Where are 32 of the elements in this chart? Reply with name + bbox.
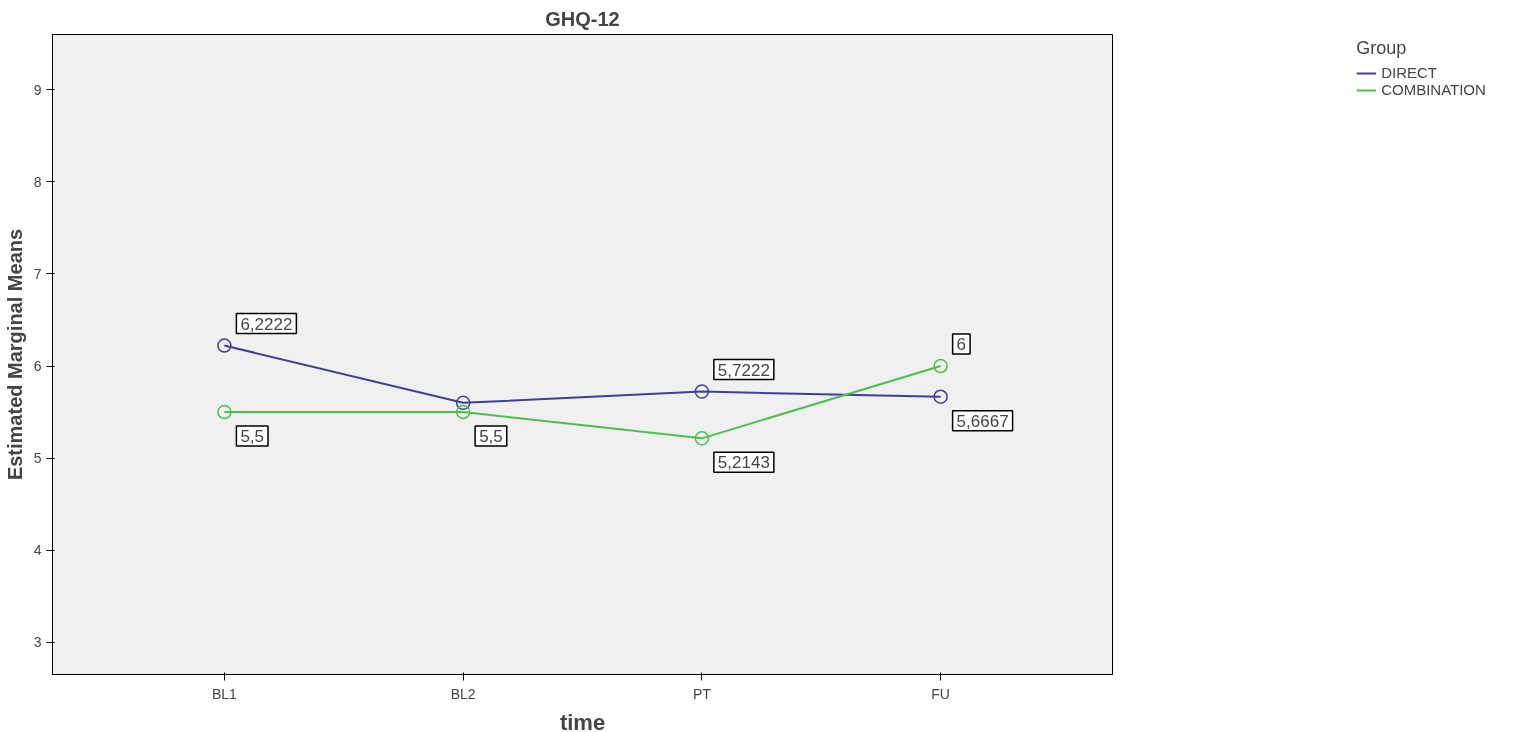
data-label: 6,2222: [240, 314, 293, 334]
point: [933, 389, 948, 404]
point: [455, 395, 471, 411]
y-tick-label: 6: [33, 358, 42, 375]
x-axis-title: time: [559, 709, 606, 732]
legend-title: Group: [1356, 38, 1408, 59]
point: [694, 431, 710, 446]
data-label: 5,6667: [956, 411, 1009, 431]
point: [217, 404, 232, 420]
y-tick-label: 4: [33, 542, 42, 559]
y-axis-title: Estimated Marginal Means: [3, 228, 26, 481]
data-label: 5,5: [240, 427, 265, 447]
y-tick-label: 8: [33, 173, 42, 190]
legend-label: COMBINATION: [1381, 81, 1486, 98]
data-label: 5,2143: [717, 453, 770, 473]
x-tick-label: BL2: [450, 685, 476, 702]
x-tick-label: PT: [692, 685, 712, 702]
y-tick-label: 5: [33, 450, 42, 467]
chart-title: GHQ-12: [545, 7, 620, 30]
point: [694, 384, 710, 399]
point: [455, 404, 471, 420]
point: [217, 338, 232, 353]
y-tick-label: 9: [33, 81, 42, 98]
point: [933, 358, 948, 374]
data-label: 5,5: [479, 427, 503, 447]
legend-label: DIRECT: [1381, 64, 1437, 81]
x-tick-label: BL1: [211, 685, 238, 702]
x-tick-label: FU: [931, 685, 950, 702]
y-tick-label: 7: [33, 265, 42, 282]
data-label: 6: [956, 335, 967, 355]
data-label: 5,7222: [717, 360, 770, 380]
y-tick-label: 3: [33, 634, 42, 651]
